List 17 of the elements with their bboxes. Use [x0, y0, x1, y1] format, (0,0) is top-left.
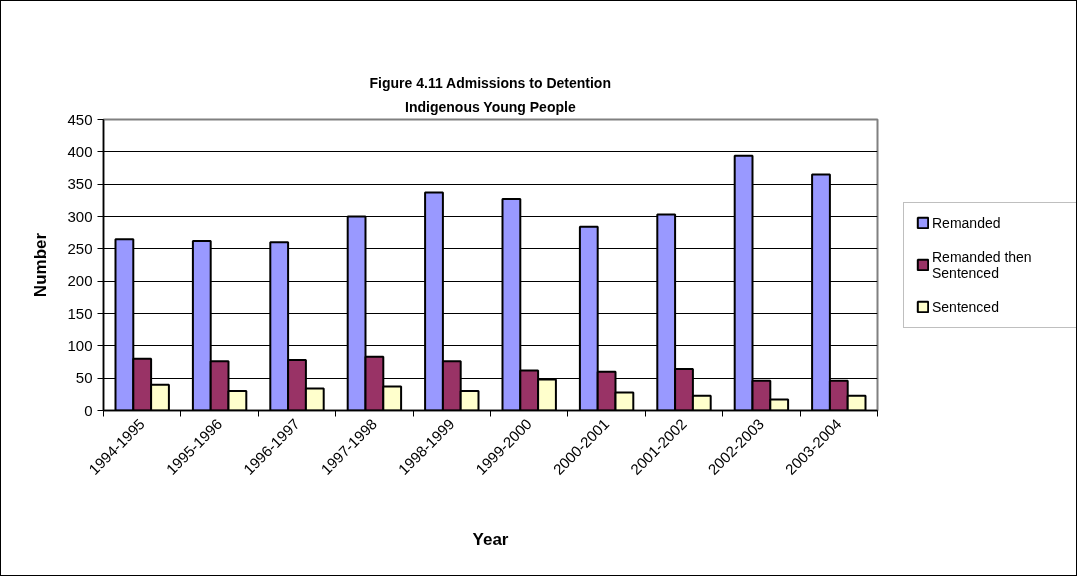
chart-title: Figure 4.11 Admissions to Detention: [369, 74, 611, 91]
legend-label: Sentenced: [932, 298, 1000, 315]
legend-label: Remanded then Sentenced: [932, 248, 1033, 281]
x-axis-title: Year: [472, 530, 509, 550]
y-tick-label: 450: [67, 110, 93, 128]
y-tick-label: 250: [67, 239, 93, 257]
y-tick-label: 350: [67, 175, 93, 193]
y-tick-label: 200: [67, 272, 93, 290]
y-tick-label: 300: [67, 207, 93, 225]
y-tick-label: 50: [75, 369, 93, 387]
y-tick-label: 150: [67, 304, 93, 322]
legend-label: Remanded: [932, 214, 1002, 231]
y-tick-label: 400: [67, 142, 93, 160]
chart-subtitle: Indigenous Young People: [405, 98, 576, 115]
y-tick-label: 0: [84, 401, 93, 419]
y-axis-title: Number: [31, 232, 51, 298]
y-tick-label: 100: [67, 336, 93, 354]
